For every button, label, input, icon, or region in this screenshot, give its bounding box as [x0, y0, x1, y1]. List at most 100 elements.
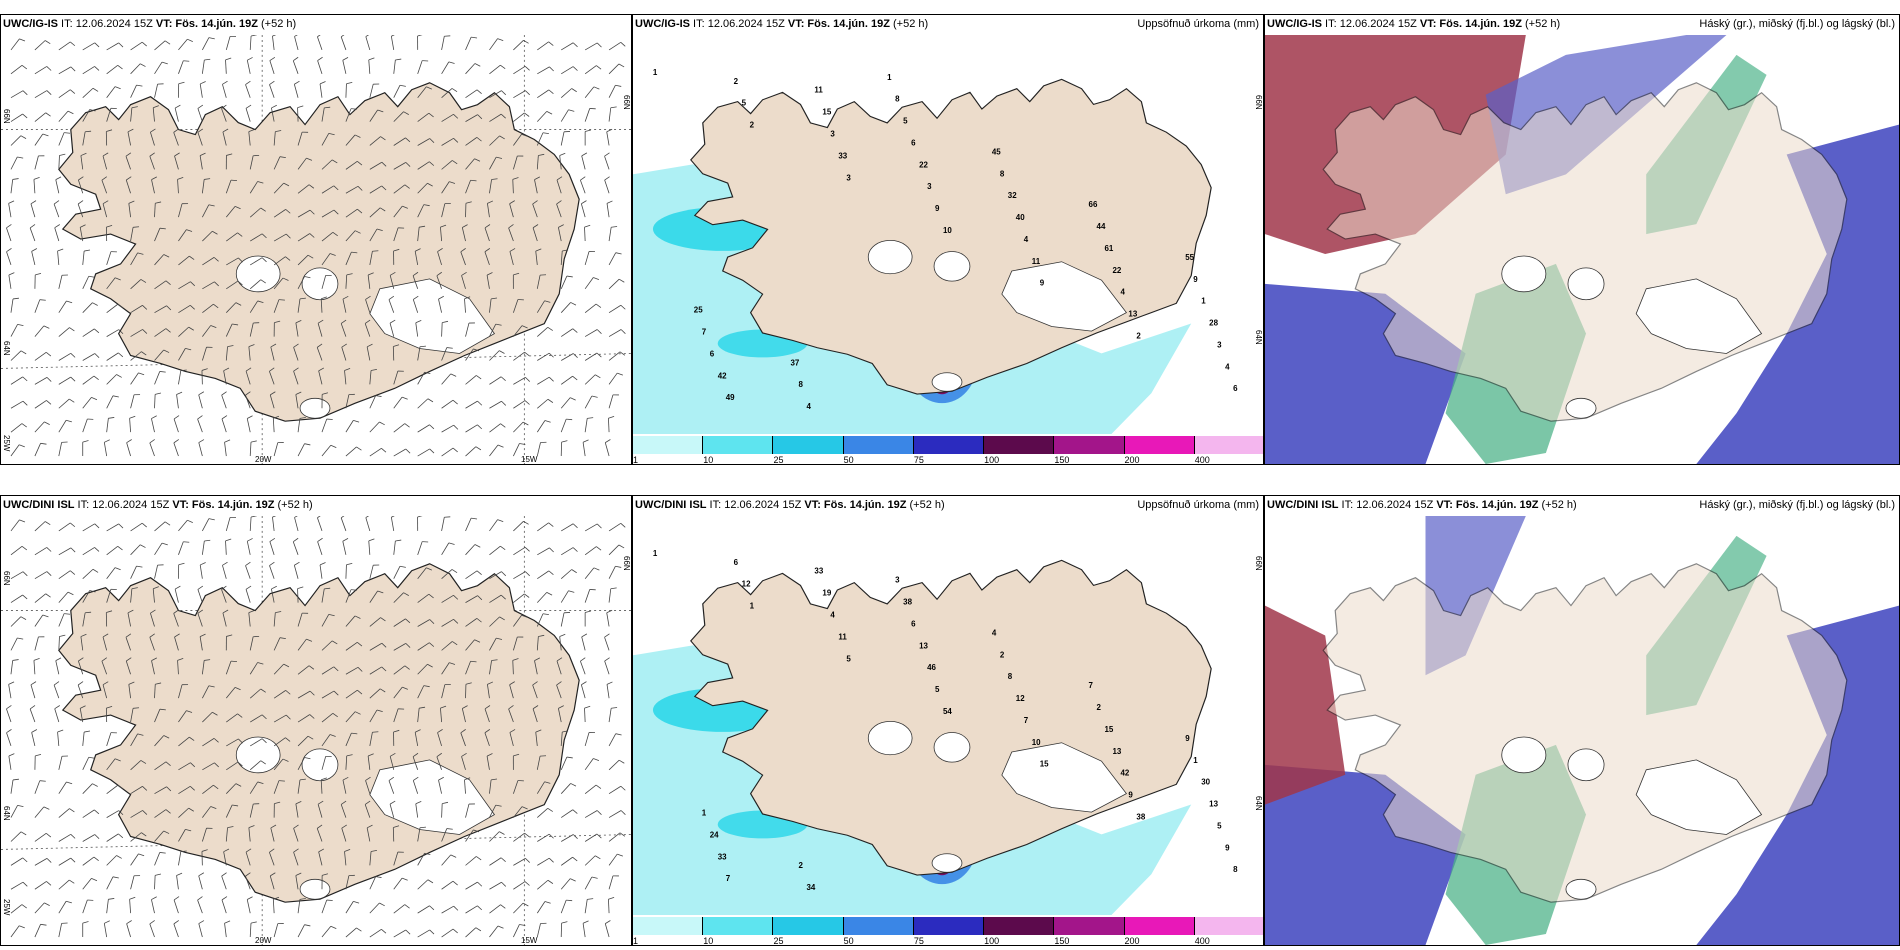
wind-barb-flag: [116, 374, 122, 378]
wind-barb-flag: [453, 905, 459, 911]
wind-barb-flag: [393, 344, 400, 347]
wind-barb-flag: [585, 610, 592, 613]
wind-barb: [224, 923, 227, 938]
wind-barb-flag: [129, 896, 136, 900]
colorbar-segment: [984, 436, 1055, 454]
wind-barb: [82, 878, 92, 890]
wind-barb-flag: [453, 595, 459, 600]
wind-barb: [10, 805, 18, 818]
wind-barb-flag: [512, 658, 519, 661]
wind-barb: [560, 397, 571, 409]
wind-barb-flag: [173, 128, 179, 133]
wind-barb: [465, 348, 474, 361]
wind-barb: [10, 444, 20, 457]
iceland-group: [58, 563, 580, 903]
model-name: UWC/DINI ISL: [635, 499, 707, 511]
wind-barb-flag: [449, 181, 456, 184]
wind-barb-flag: [484, 248, 491, 253]
wind-barb: [441, 641, 453, 651]
wind-barb-flag: [393, 729, 400, 733]
wind-barb-flag: [346, 273, 353, 276]
colorbar-segment: [1054, 917, 1125, 935]
wind-barb-flag: [204, 539, 211, 542]
wind-barb: [82, 42, 95, 51]
wind-barb-flag: [585, 129, 592, 132]
wind-barb-flag: [224, 439, 231, 443]
wind-barb-flag: [293, 56, 299, 62]
wind-barb-flag: [64, 132, 71, 134]
wind-barb: [197, 108, 203, 122]
precip-value-label: 9: [1185, 734, 1190, 743]
wind-barb-flag: [91, 878, 98, 882]
wind-barb-flag: [174, 104, 181, 109]
precip-value-label: 1: [653, 549, 658, 558]
wind-barb: [537, 833, 550, 842]
wind-barb: [608, 733, 617, 747]
precip-value-label: 55: [1185, 253, 1194, 262]
wind-barb: [129, 418, 131, 433]
wind-barb: [415, 322, 419, 337]
glacier: [1565, 397, 1597, 419]
wind-barb-flag: [22, 113, 28, 119]
lat-label: 64N: [1254, 796, 1263, 811]
precip-value-label: 6: [1233, 384, 1238, 393]
wind-barb-flag: [532, 224, 539, 229]
wind-barb-flag: [322, 392, 329, 395]
wind-barb: [441, 594, 454, 603]
wind-barb: [58, 591, 69, 603]
wind-barb-flag: [142, 329, 148, 334]
wind-barb-flag: [91, 397, 98, 401]
wind-barb: [226, 761, 239, 771]
wind-barb-flag: [429, 929, 435, 935]
wind-barb: [82, 612, 86, 627]
wind-barb-flag: [70, 41, 76, 47]
wind-barb: [561, 834, 574, 842]
wind-barb: [130, 305, 143, 314]
wind-barb: [154, 761, 167, 771]
wind-barb: [414, 251, 419, 265]
wind-barb: [273, 131, 276, 146]
wind-barb-flag: [141, 41, 147, 47]
wind-barb: [199, 636, 203, 651]
map-area: [1265, 516, 1899, 945]
wind-barb: [321, 756, 327, 770]
map-area: [1, 35, 631, 464]
wind-barb: [178, 281, 191, 290]
wind-barb-flag: [59, 634, 66, 637]
wind-barb: [294, 517, 299, 532]
wind-barb-flag: [257, 181, 264, 184]
precip-value-label: 2: [750, 121, 755, 130]
glacier: [369, 278, 496, 354]
wind-barb-flag: [295, 319, 302, 324]
wind-barb-flag: [155, 392, 162, 395]
wind-barb-flag: [127, 128, 134, 133]
wind-barb-flag: [615, 565, 622, 568]
precip-value-label: 22: [919, 160, 928, 169]
wind-barb-flag: [213, 257, 219, 262]
wind-barb-flag: [140, 279, 147, 283]
wind-barb: [130, 544, 141, 556]
cloud-map: [1265, 516, 1899, 945]
wind-barb: [34, 806, 45, 818]
wind-barb: [417, 227, 420, 242]
wind-barb-flag: [213, 784, 219, 790]
wind-barb: [10, 90, 24, 99]
wind-barb: [465, 570, 478, 580]
wind-barb-flag: [19, 925, 25, 929]
wind-barb: [197, 899, 203, 914]
wind-barb: [292, 60, 299, 74]
wind-barb-flag: [8, 272, 15, 276]
glacier: [1635, 759, 1763, 835]
wind-barb: [269, 852, 275, 866]
wind-barb-flag: [270, 872, 276, 877]
wind-barb-flag: [102, 200, 109, 205]
wind-barb-flag: [440, 705, 447, 709]
wind-barb-flag: [140, 63, 146, 67]
wind-barb-flag: [595, 784, 602, 789]
wind-barb-flag: [269, 56, 276, 61]
precip-value-label: 2: [734, 77, 739, 86]
wind-barb-flag: [328, 613, 335, 617]
wind-barb: [393, 618, 406, 627]
wind-barb-flag: [208, 685, 215, 688]
wind-barb-flag: [474, 158, 481, 162]
